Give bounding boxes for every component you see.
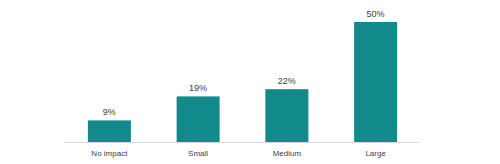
data-label: 22% bbox=[278, 76, 296, 86]
chart: 9% 19% 22% 50% No impact Small Medium Large bbox=[0, 0, 500, 164]
data-label: 50% bbox=[367, 9, 385, 19]
x-tick-label: Large bbox=[365, 149, 386, 158]
data-label: 9% bbox=[103, 107, 116, 117]
bar bbox=[88, 120, 131, 142]
bars bbox=[88, 22, 397, 142]
x-axis-line bbox=[65, 142, 420, 143]
x-tick-label: Medium bbox=[273, 149, 302, 158]
bar bbox=[354, 22, 397, 142]
bar bbox=[177, 96, 220, 142]
data-label: 19% bbox=[189, 83, 207, 93]
bar bbox=[265, 89, 308, 142]
x-tick-label: No impact bbox=[91, 149, 128, 158]
x-tick-label: Small bbox=[188, 149, 208, 158]
